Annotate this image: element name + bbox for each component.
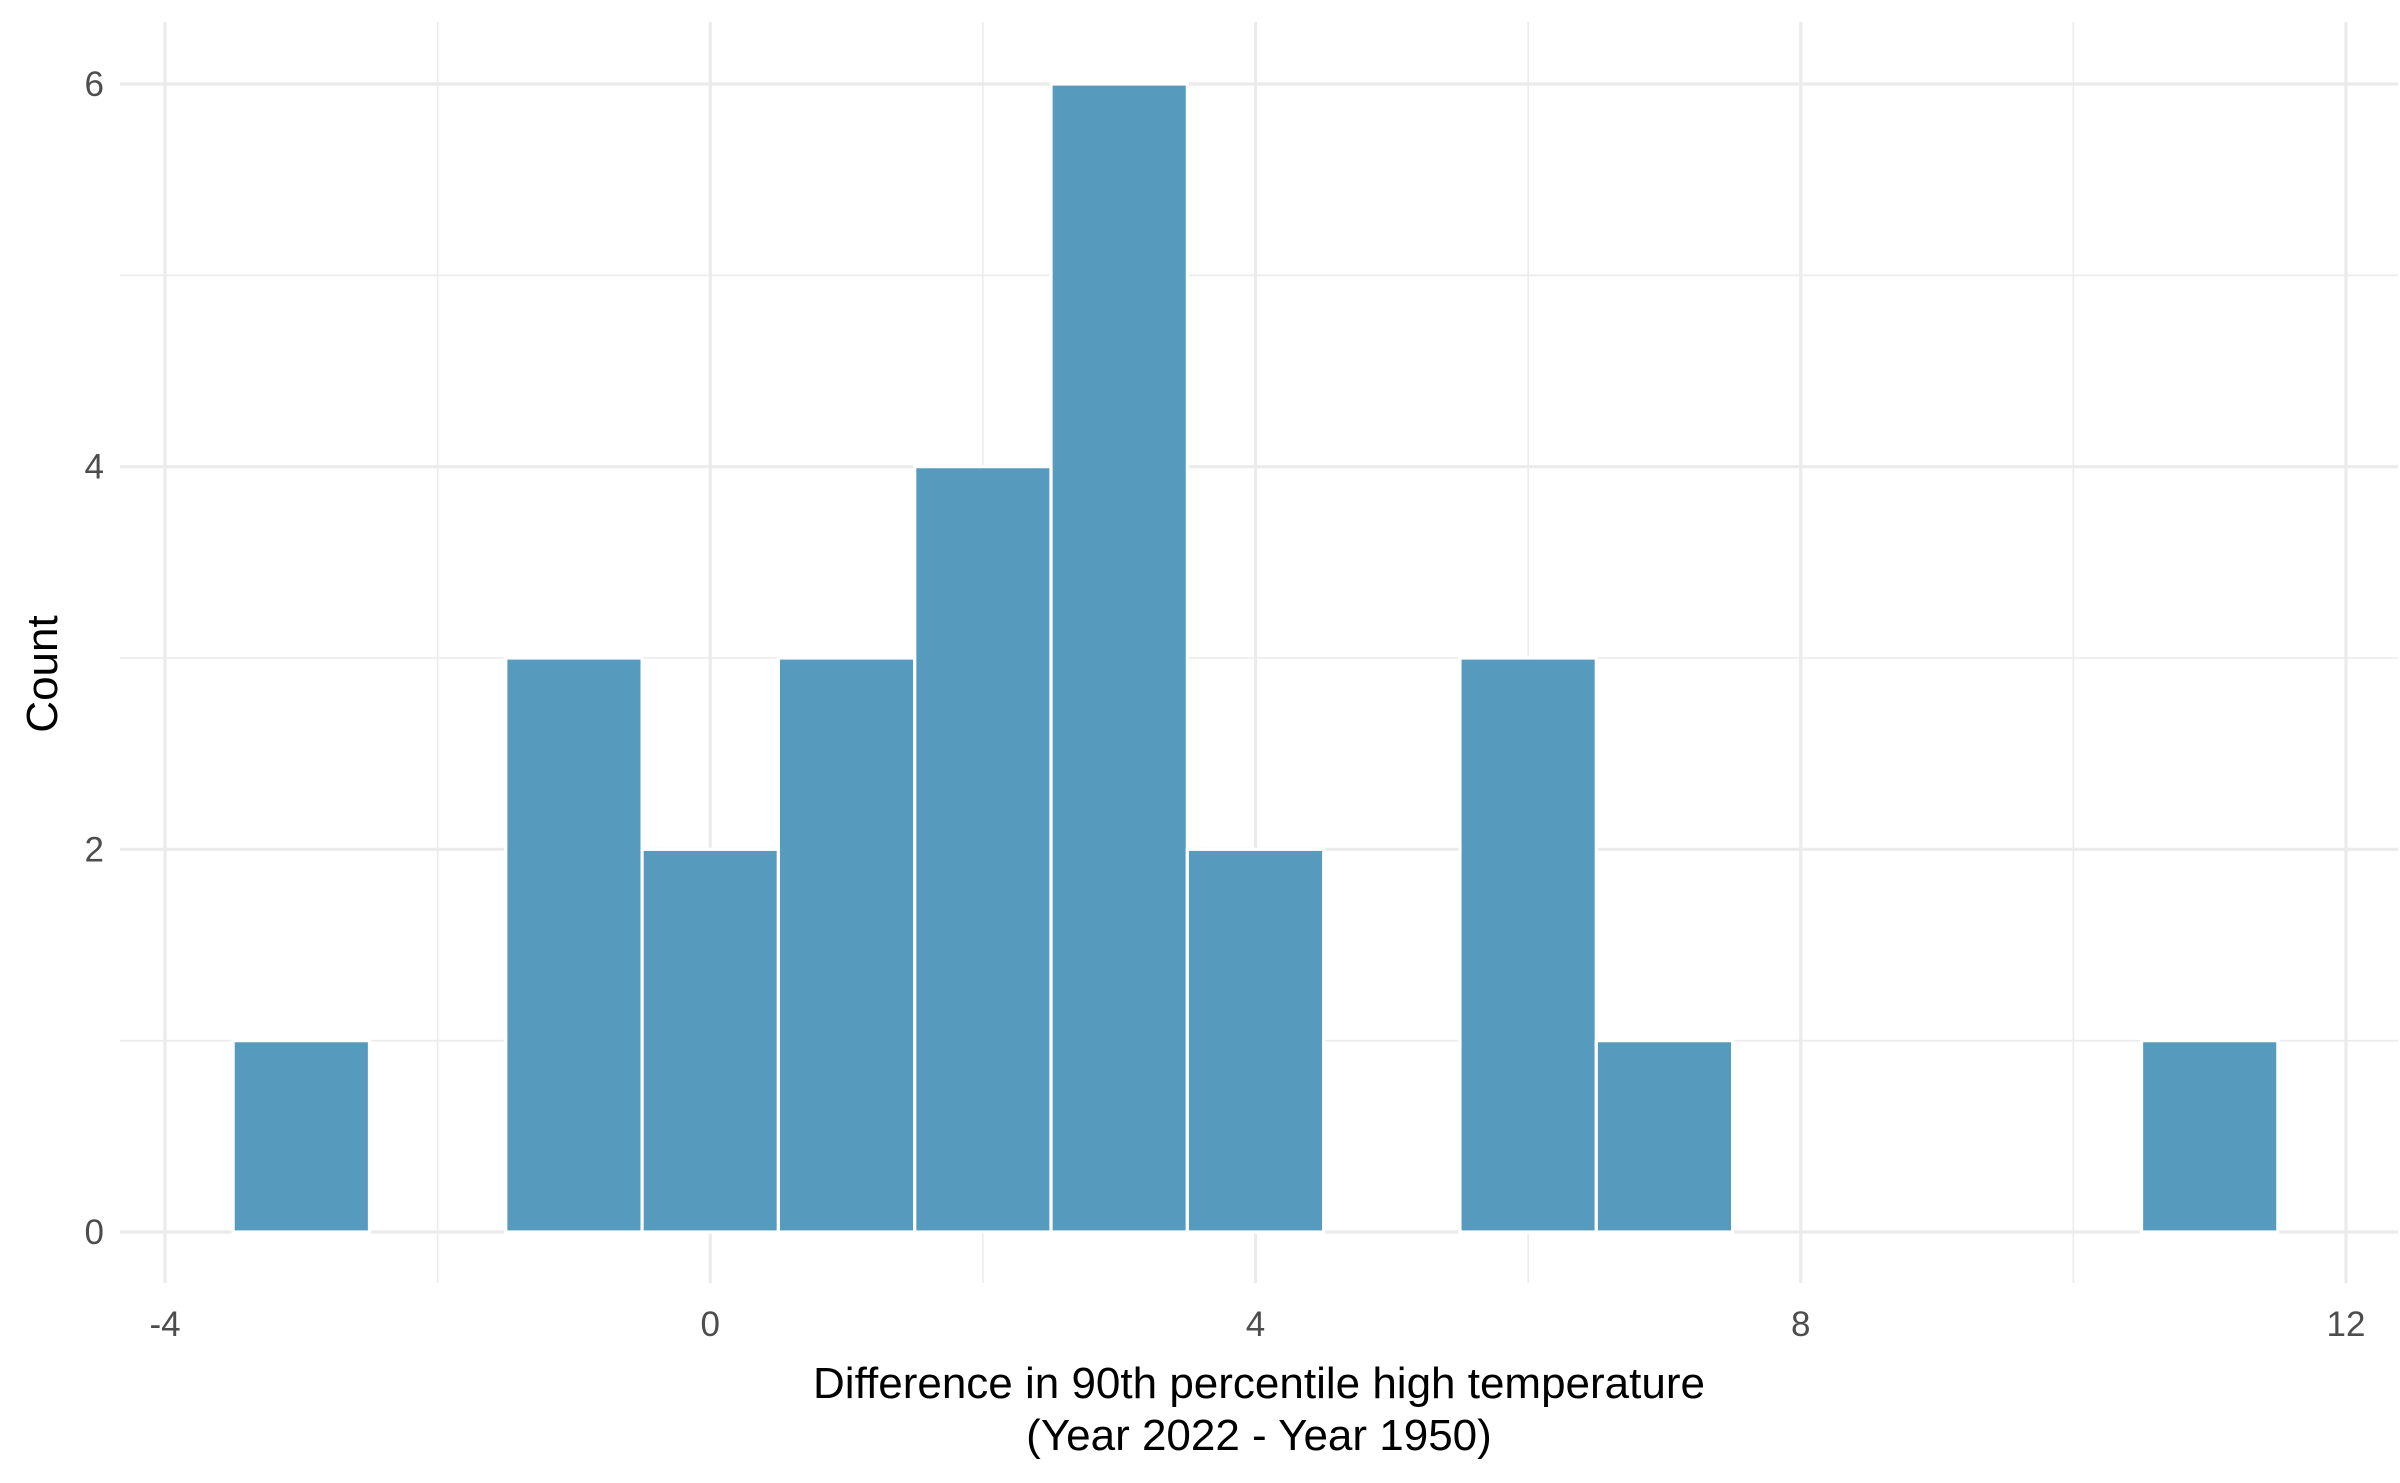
- histogram-bar: [1594, 1039, 1735, 1234]
- histogram-bar: [913, 465, 1053, 1234]
- y-tick-label: 2: [85, 830, 104, 869]
- x-tick-label: 4: [1246, 1305, 1265, 1344]
- y-axis-ticks: 0 2 4 6: [85, 65, 104, 1252]
- histogram-bars: [231, 82, 2280, 1234]
- histogram-bar: [504, 656, 644, 1234]
- histogram-bar: [1185, 847, 1326, 1234]
- x-tick-label: -4: [149, 1305, 180, 1344]
- histogram-bar: [1049, 82, 1189, 1234]
- x-axis-title-line1: Difference in 90th percentile high tempe…: [813, 1359, 1705, 1408]
- histogram-bar: [2139, 1039, 2280, 1234]
- histogram-bar: [776, 656, 917, 1234]
- histogram-bar: [231, 1039, 372, 1234]
- y-axis-title: Count: [18, 615, 67, 732]
- y-tick-label: 0: [85, 1213, 104, 1252]
- histogram-bar: [1458, 656, 1598, 1234]
- x-axis-ticks: -4 0 4 8 12: [149, 1305, 2365, 1344]
- x-tick-label: 0: [701, 1305, 720, 1344]
- x-tick-label: 8: [1791, 1305, 1810, 1344]
- y-tick-label: 4: [85, 448, 104, 487]
- x-tick-label: 12: [2327, 1305, 2366, 1344]
- histogram-bar: [640, 847, 781, 1234]
- x-axis-title-line2: (Year 2022 - Year 1950): [1026, 1411, 1492, 1460]
- y-tick-label: 6: [85, 65, 104, 104]
